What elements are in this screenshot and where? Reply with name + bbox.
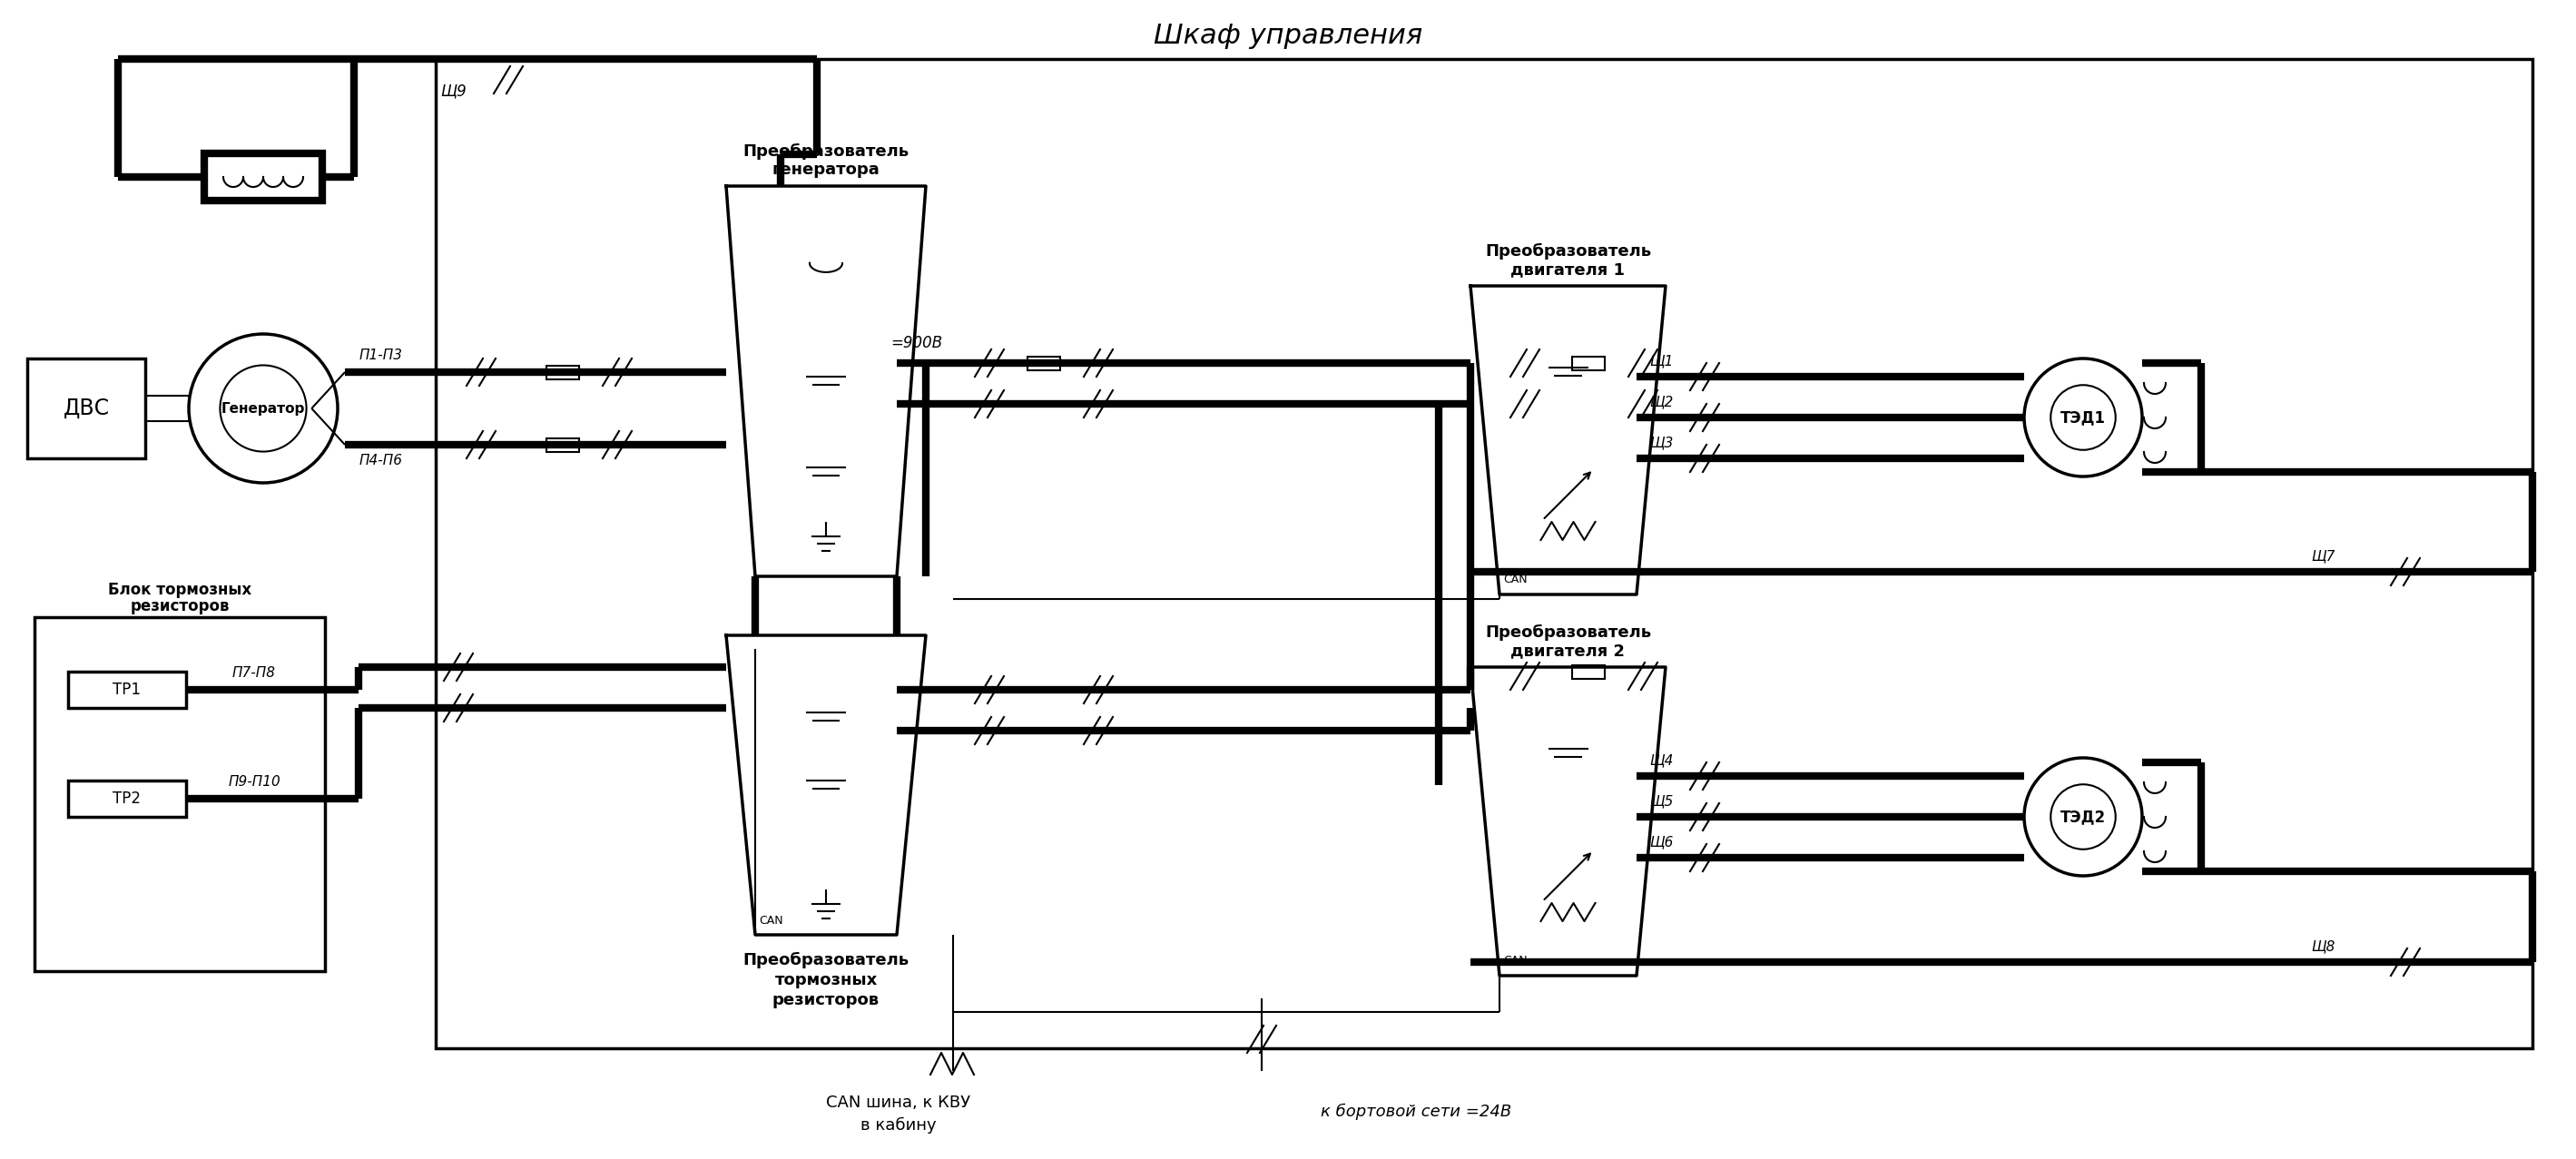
Text: тормозных: тормозных — [775, 972, 878, 989]
Bar — [1571, 356, 1605, 370]
Text: Щ1: Щ1 — [1651, 355, 1674, 369]
Text: в кабину: в кабину — [860, 1117, 938, 1134]
Text: Щ6: Щ6 — [1651, 836, 1674, 850]
Bar — [1028, 356, 1061, 370]
Bar — [33, 617, 325, 971]
Text: Щ9: Щ9 — [440, 82, 466, 99]
Text: ТЭД1: ТЭД1 — [2061, 409, 2105, 425]
Text: П4-П6: П4-П6 — [361, 454, 402, 468]
Bar — [28, 358, 144, 458]
Text: Преобразователь: Преобразователь — [742, 952, 909, 969]
Text: =900В: =900В — [891, 335, 943, 351]
Text: Щ5: Щ5 — [1651, 795, 1674, 808]
Bar — [204, 153, 322, 201]
Text: Преобразователь: Преобразователь — [742, 144, 909, 160]
Text: ТР2: ТР2 — [113, 790, 142, 807]
Text: к бортовой сети =24В: к бортовой сети =24В — [1321, 1103, 1512, 1120]
Text: Щ7: Щ7 — [2311, 549, 2336, 563]
Text: П1-П3: П1-П3 — [361, 349, 402, 363]
Bar — [546, 438, 580, 452]
Text: CAN: CAN — [1504, 574, 1528, 585]
Text: П7-П8: П7-П8 — [232, 666, 276, 680]
Text: ТЭД2: ТЭД2 — [2061, 809, 2105, 825]
Text: CAN: CAN — [760, 914, 783, 926]
Text: резисторов: резисторов — [129, 598, 229, 614]
Text: двигателя 2: двигателя 2 — [1512, 642, 1625, 659]
Bar — [435, 59, 2532, 1048]
Text: Блок тормозных: Блок тормозных — [108, 582, 252, 598]
Text: двигателя 1: двигателя 1 — [1512, 262, 1625, 278]
Text: CAN шина, к КВУ: CAN шина, к КВУ — [827, 1094, 971, 1110]
Text: Щ4: Щ4 — [1651, 753, 1674, 767]
Bar — [546, 365, 580, 379]
Text: CAN: CAN — [1504, 955, 1528, 967]
Bar — [1571, 665, 1605, 678]
Text: Щ3: Щ3 — [1651, 436, 1674, 450]
Text: Преобразователь: Преобразователь — [1484, 243, 1651, 260]
Text: Щ8: Щ8 — [2311, 940, 2336, 954]
Text: Преобразователь: Преобразователь — [1484, 625, 1651, 641]
Text: Генератор: Генератор — [222, 402, 304, 415]
Bar — [67, 780, 185, 817]
Text: резисторов: резисторов — [773, 992, 878, 1008]
Text: Щ2: Щ2 — [1651, 395, 1674, 409]
Bar — [67, 671, 185, 708]
Text: П9-П10: П9-П10 — [227, 775, 281, 789]
Text: ТР1: ТР1 — [113, 681, 142, 698]
Text: Шкаф управления: Шкаф управления — [1154, 23, 1422, 50]
Text: ДВС: ДВС — [62, 398, 108, 420]
Text: генератора: генератора — [773, 161, 881, 177]
